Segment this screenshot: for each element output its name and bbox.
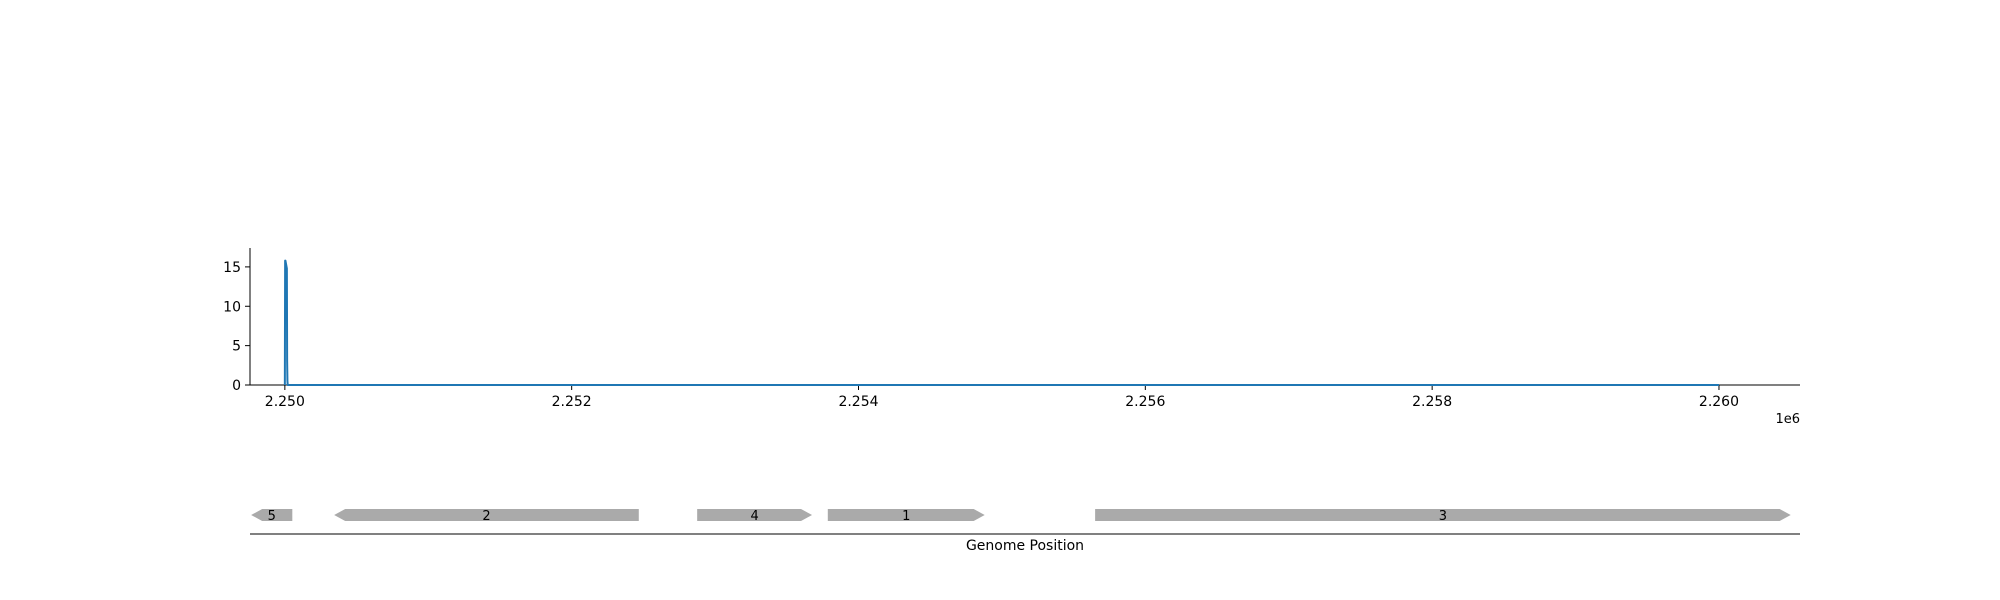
x-tick-label: 2.252 (552, 394, 592, 410)
gene-arrow (334, 509, 639, 521)
coverage-series (283, 259, 1719, 386)
coverage-x-ticks: 2.250 2.252 2.254 2.256 2.258 2.260 (265, 385, 1739, 410)
gene-label: 5 (268, 509, 276, 524)
x-tick-label: 2.254 (838, 394, 878, 410)
y-tick-label: 10 (223, 299, 241, 315)
y-tick-label: 15 (223, 260, 241, 276)
x-tick-label: 2.250 (265, 394, 305, 410)
x-tick-label: 2.256 (1125, 394, 1165, 410)
gene-label: 1 (902, 509, 910, 524)
gene-arrow (697, 509, 813, 521)
gene-label: 2 (482, 509, 490, 524)
x-offset-label: 1e6 (1775, 412, 1800, 427)
gene-label: 4 (750, 509, 758, 524)
gene-label: 3 (1439, 509, 1447, 524)
coverage-plot: 2.250 2.252 2.254 2.256 2.258 2.260 0 5 10 15 1e… (223, 248, 1800, 427)
y-tick-label: 5 (232, 339, 241, 355)
coverage-line (283, 259, 1719, 386)
y-tick-label: 0 (232, 378, 241, 394)
x-tick-label: 2.258 (1412, 394, 1452, 410)
coverage-axes (249, 248, 1800, 386)
gene-arrow (827, 509, 985, 521)
coverage-y-ticks: 0 5 10 15 (223, 260, 250, 394)
gene-arrow (1095, 509, 1791, 521)
x-tick-label: 2.260 (1699, 394, 1739, 410)
gene-track-xlabel: Genome Position (966, 538, 1084, 554)
gene-track: 5 2 4 1 3 Genome Position (250, 509, 1800, 554)
gene-arrow (251, 509, 293, 521)
gene-features: 5 2 4 1 3 (251, 509, 1791, 524)
